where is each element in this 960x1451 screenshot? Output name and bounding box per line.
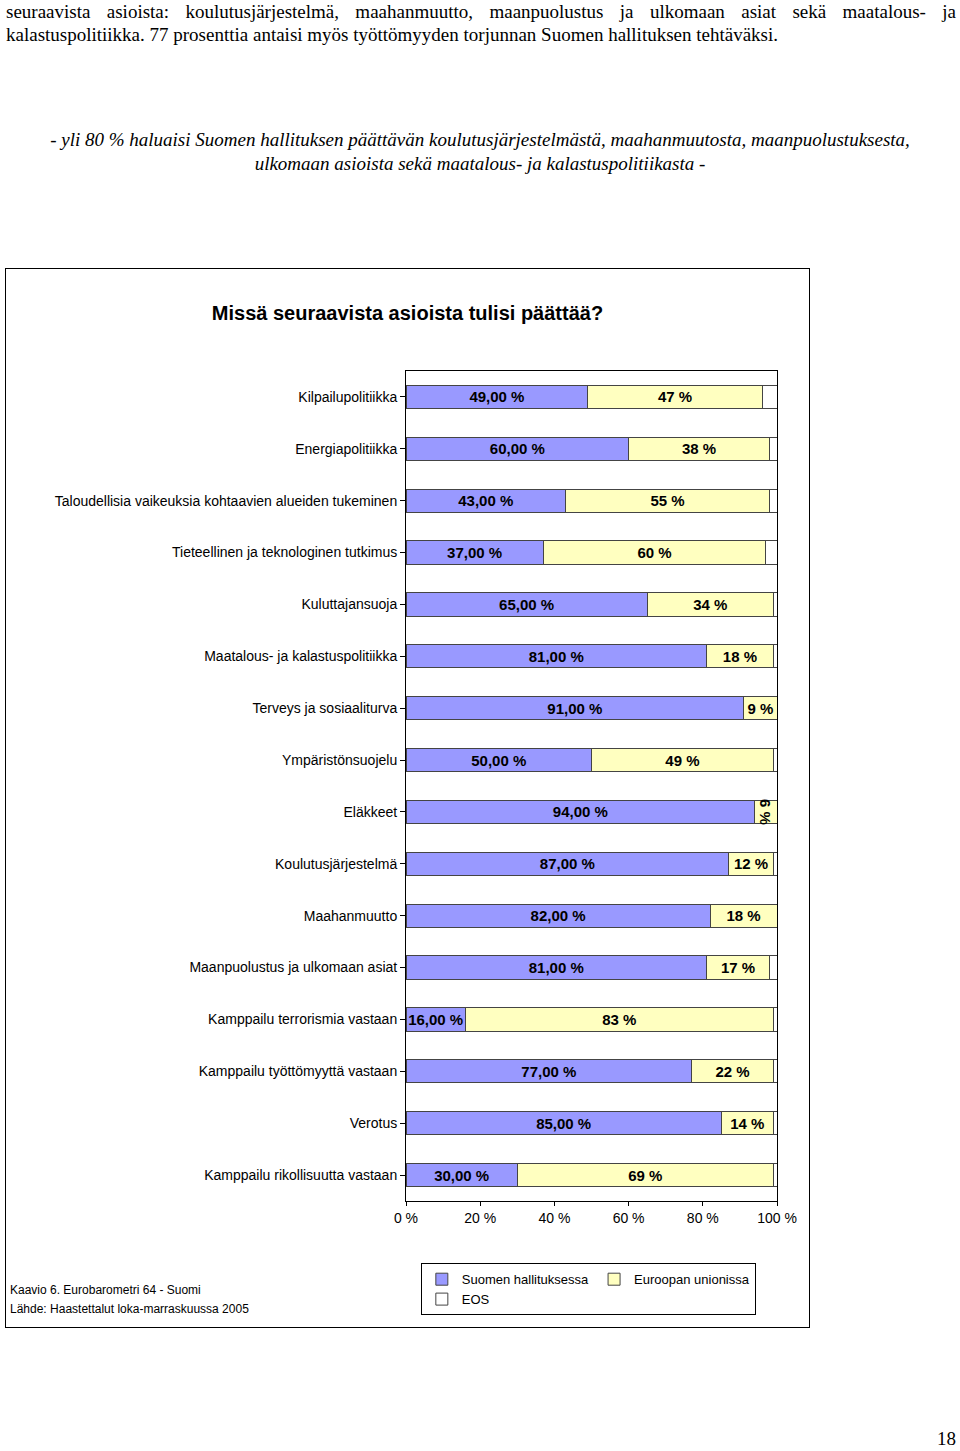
html-text:Lähde: Haastettalut loka-marra: Lähde: Haastettalut loka-marraskuussa 20…: [10, 1302, 249, 1316]
svg-text:16,00 %: 16,00 %: [408, 1011, 463, 1028]
svg-text:Terveys ja sosiaaliturva: Terveys ja sosiaaliturva: [252, 700, 397, 716]
svg-text:38 %: 38 %: [682, 440, 716, 457]
svg-text:30,00 %: 30,00 %: [434, 1167, 489, 1184]
svg-text:Kamppailu rikollisuutta vastaa: Kamppailu rikollisuutta vastaan: [204, 1167, 397, 1183]
svg-text:14 %: 14 %: [730, 1115, 764, 1132]
html-text:- yli 80 % haluaisi Suomen hal: - yli 80 % haluaisi Suomen hallituksen p…: [50, 129, 910, 174]
svg-text:37,00 %: 37,00 %: [447, 544, 502, 561]
svg-text:17 %: 17 %: [721, 959, 755, 976]
svg-text:81,00 %: 81,00 %: [529, 648, 584, 665]
svg-text:Missä seuraavista asioista tul: Missä seuraavista asioista tulisi päättä…: [212, 302, 603, 324]
svg-text:85,00 %: 85,00 %: [536, 1115, 591, 1132]
svg-text:55 %: 55 %: [650, 492, 684, 509]
svg-text:100 %: 100 %: [757, 1210, 797, 1226]
svg-text:Maatalous- ja kalastuspolitiik: Maatalous- ja kalastuspolitiikka: [204, 648, 397, 664]
svg-text:60,00 %: 60,00 %: [490, 440, 545, 457]
svg-text:Maanpuolustus ja ulkomaan asia: Maanpuolustus ja ulkomaan asiat: [189, 959, 397, 975]
svg-text:0 %: 0 %: [394, 1210, 418, 1226]
svg-text:82,00 %: 82,00 %: [531, 907, 586, 924]
svg-text:Verotus: Verotus: [350, 1115, 397, 1131]
svg-text:40 %: 40 %: [538, 1210, 570, 1226]
svg-text:Eläkkeet: Eläkkeet: [343, 804, 397, 820]
html-text:seuraavista asioista: koulutus: seuraavista asioista: koulutusjärjestelm…: [6, 1, 956, 45]
svg-text:49 %: 49 %: [665, 752, 699, 769]
svg-text:60 %: 60 %: [613, 1210, 645, 1226]
svg-text:50,00 %: 50,00 %: [471, 752, 526, 769]
svg-text:18 %: 18 %: [723, 648, 757, 665]
svg-text:Taloudellisia vaikeuksia kohta: Taloudellisia vaikeuksia kohtaavien alue…: [55, 493, 397, 509]
svg-text:91,00 %: 91,00 %: [547, 700, 602, 717]
svg-text:Energiapolitiikka: Energiapolitiikka: [295, 441, 397, 457]
svg-text:20 %: 20 %: [464, 1210, 496, 1226]
svg-text:34 %: 34 %: [693, 596, 727, 613]
svg-text:Tieteellinen ja teknologinen t: Tieteellinen ja teknologinen tutkimus: [172, 544, 397, 560]
svg-text:EOS: EOS: [462, 1292, 490, 1307]
svg-text:80 %: 80 %: [687, 1210, 719, 1226]
svg-text:65,00 %: 65,00 %: [499, 596, 554, 613]
svg-text:Kuluttajansuoja: Kuluttajansuoja: [301, 596, 397, 612]
html-text:18: 18: [937, 1428, 956, 1449]
html-text:Kaavio 6. Eurobarometri 64 - S: Kaavio 6. Eurobarometri 64 - Suomi: [10, 1283, 201, 1297]
svg-text:Euroopan unionissa: Euroopan unionissa: [634, 1272, 750, 1287]
svg-text:87,00 %: 87,00 %: [540, 855, 595, 872]
svg-text:69 %: 69 %: [628, 1167, 662, 1184]
svg-text:6 %: 6 %: [757, 799, 774, 825]
svg-text:Kilpailupolitiikka: Kilpailupolitiikka: [298, 389, 397, 405]
svg-text:Maahanmuutto: Maahanmuutto: [304, 908, 398, 924]
svg-text:9 %: 9 %: [747, 700, 773, 717]
svg-text:Ympäristönsuojelu: Ympäristönsuojelu: [282, 752, 397, 768]
svg-text:43,00 %: 43,00 %: [458, 492, 513, 509]
svg-text:18 %: 18 %: [727, 907, 761, 924]
svg-text:Kamppailu työttömyyttä vastaan: Kamppailu työttömyyttä vastaan: [199, 1063, 397, 1079]
svg-text:94,00 %: 94,00 %: [553, 803, 608, 820]
svg-text:Koulutusjärjestelmä: Koulutusjärjestelmä: [275, 856, 397, 872]
svg-text:83 %: 83 %: [602, 1011, 636, 1028]
svg-text:60 %: 60 %: [637, 544, 671, 561]
svg-text:Kamppailu terrorismia vastaan: Kamppailu terrorismia vastaan: [208, 1011, 397, 1027]
svg-text:12 %: 12 %: [734, 855, 768, 872]
svg-text:81,00 %: 81,00 %: [529, 959, 584, 976]
svg-text:77,00 %: 77,00 %: [521, 1063, 576, 1080]
svg-text:49,00 %: 49,00 %: [469, 388, 524, 405]
svg-text:Suomen hallituksessa: Suomen hallituksessa: [462, 1272, 589, 1287]
svg-text:47 %: 47 %: [658, 388, 692, 405]
svg-text:22 %: 22 %: [715, 1063, 749, 1080]
